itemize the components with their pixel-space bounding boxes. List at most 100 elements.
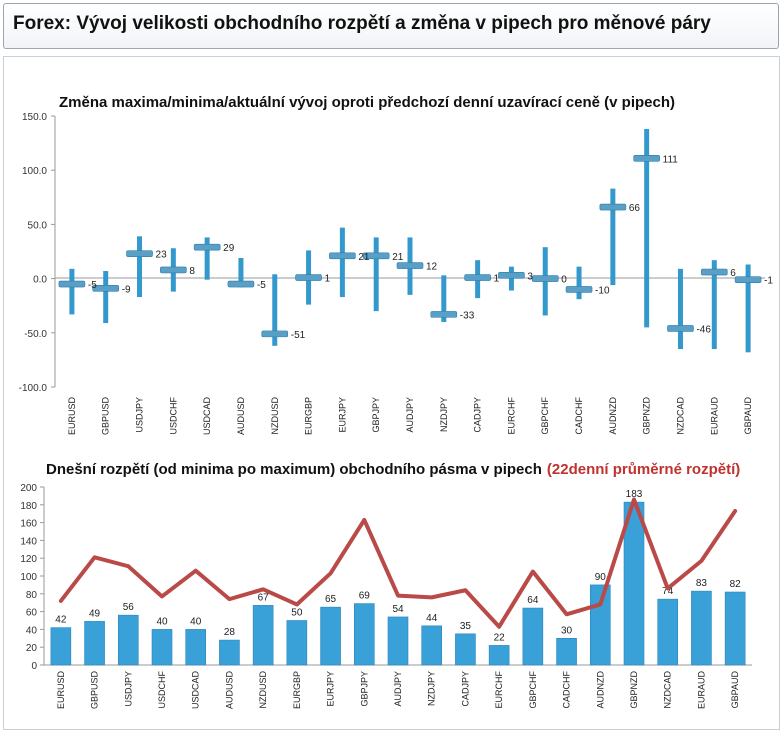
range-chart-y-tick-label: -100.0	[19, 383, 48, 394]
range-chart-x-tick-label: EURCHF	[506, 396, 516, 434]
spread-value-label: 22	[494, 632, 506, 643]
spread-value-label: 65	[325, 594, 337, 605]
spread-chart-x-tick-label: AUDJPY	[393, 671, 403, 707]
current-value-label: 1	[325, 274, 331, 285]
current-marker	[498, 272, 525, 279]
spread-chart-x-tick-label: EURUSD	[56, 671, 66, 710]
current-marker	[58, 280, 86, 288]
range-bar	[272, 274, 278, 346]
current-marker	[126, 250, 153, 257]
range-chart-x-tick-label: GBPAUD	[743, 397, 753, 435]
current-value-label: -33	[460, 310, 475, 321]
current-marker	[565, 286, 593, 293]
spread-chart-x-tick-label: GBPCHF	[528, 671, 538, 709]
current-value-label: 1	[494, 274, 500, 285]
spread-value-label: 35	[460, 621, 472, 632]
spread-chart-y-tick-label: 180	[20, 501, 37, 512]
page-title-bar: Forex: Vývoj velikosti obchodního rozpět…	[3, 3, 779, 49]
spread-chart-y-tick-label: 120	[20, 554, 37, 565]
spread-value-label: 28	[224, 627, 236, 638]
spread-bar	[286, 620, 308, 666]
range-chart-x-tick-label: EURJPY	[337, 397, 347, 433]
range-chart-x-tick-label: GBPNZD	[642, 397, 652, 435]
spread-bar	[589, 584, 611, 666]
current-marker	[464, 274, 491, 281]
spread-value-label: 90	[595, 572, 607, 583]
spread-value-label: 83	[696, 578, 708, 589]
range-bar	[610, 188, 616, 286]
range-chart-x-tick-label: GBPUSD	[101, 397, 111, 436]
current-marker	[261, 330, 289, 338]
spread-chart-x-tick-label: EURCHF	[494, 670, 504, 708]
range-bar	[373, 237, 379, 312]
spread-bar	[556, 637, 577, 666]
spread-chart-y-tick-label: 200	[20, 483, 37, 494]
spread-chart-x-tick-label: GBPNZD	[629, 671, 639, 709]
range-chart-x-tick-label: AUDNZD	[608, 397, 618, 435]
range-chart-x-tick-label: USDCAD	[202, 397, 212, 436]
spread-chart-y-tick-label: 20	[26, 643, 38, 654]
spread-bar	[252, 605, 274, 666]
spread-chart-y-tick-label: 0	[31, 661, 37, 672]
range-chart-y-tick-label: -50.0	[24, 329, 47, 340]
range-bar	[677, 268, 683, 350]
range-bar	[238, 258, 244, 288]
average-22d-line	[58, 497, 738, 629]
range-chart-x-tick-label: GBPCHF	[540, 397, 550, 435]
spread-bar	[421, 625, 443, 666]
range-bar	[339, 227, 345, 298]
spread-value-label: 74	[662, 586, 674, 597]
spread-bar	[320, 606, 341, 666]
range-chart-y-tick-label: 50.0	[28, 220, 48, 231]
current-marker	[633, 154, 660, 162]
current-value-label: -10	[595, 285, 610, 296]
spread-value-label: 183	[626, 489, 643, 500]
current-marker	[531, 275, 559, 282]
current-marker	[160, 266, 187, 274]
spread-bar	[522, 607, 544, 666]
range-bar	[711, 260, 717, 350]
spread-chart-x-tick-label: CADCHF	[562, 670, 572, 708]
range-chart-x-tick-label: EURGBP	[304, 397, 314, 435]
range-chart-y-tick-label: 0.0	[33, 275, 47, 286]
spread-bar	[84, 621, 105, 666]
spread-chart-x-tick-label: NZDCAD	[663, 671, 673, 709]
spread-chart-x-tick-label: EURGBP	[292, 671, 302, 709]
spread-chart-x-tick-label: NZDUSD	[258, 671, 268, 709]
range-chart-x-tick-label: AUDUSD	[236, 397, 246, 436]
spread-chart-x-tick-label: CADJPY	[460, 671, 470, 707]
spread-chart-x-tick-label: AUDNZD	[595, 671, 605, 709]
spread-bar	[50, 627, 72, 666]
spread-bar	[151, 629, 173, 666]
current-marker	[362, 252, 390, 260]
range-chart-x-tick-label: AUDJPY	[405, 397, 415, 433]
range-chart-x-tick-label: CADJPY	[473, 397, 483, 433]
spread-value-label: 50	[291, 608, 303, 619]
current-value-label: 12	[426, 262, 438, 273]
spread-chart-x-tick-label: AUDUSD	[224, 671, 234, 710]
spread-bar	[219, 639, 240, 666]
current-value-label: -46	[696, 324, 711, 335]
spread-value-label: 54	[392, 604, 404, 615]
spread-chart-y-tick-label: 160	[20, 519, 37, 530]
spread-chart-y-tick-label: 80	[26, 590, 38, 601]
spread-chart-x-tick-label: GBPAUD	[730, 671, 740, 709]
current-marker	[734, 276, 762, 283]
spread-value-label: 56	[123, 602, 135, 613]
range-chart-x-tick-label: NZDCAD	[675, 397, 685, 435]
spread-bar	[488, 645, 510, 666]
spread-chart: Dnešní rozpětí (od minima po maximum) ob…	[20, 461, 752, 709]
page-title: Forex: Vývoj velikosti obchodního rozpět…	[13, 13, 711, 34]
current-value-label: -5	[257, 280, 266, 291]
spread-value-label: 69	[359, 591, 371, 602]
current-value-label: -5	[88, 280, 97, 291]
range-chart: Změna maxima/minima/aktuální vývoj oprot…	[19, 94, 774, 435]
current-value-label: -9	[122, 284, 131, 295]
current-value-label: -51	[291, 330, 306, 341]
current-value-label: 0	[561, 275, 567, 286]
spread-chart-x-tick-label: NZDJPY	[427, 671, 437, 706]
current-marker	[667, 325, 694, 332]
range-bar	[137, 236, 143, 298]
current-value-label: 21	[392, 252, 404, 263]
range-bar	[441, 275, 447, 322]
